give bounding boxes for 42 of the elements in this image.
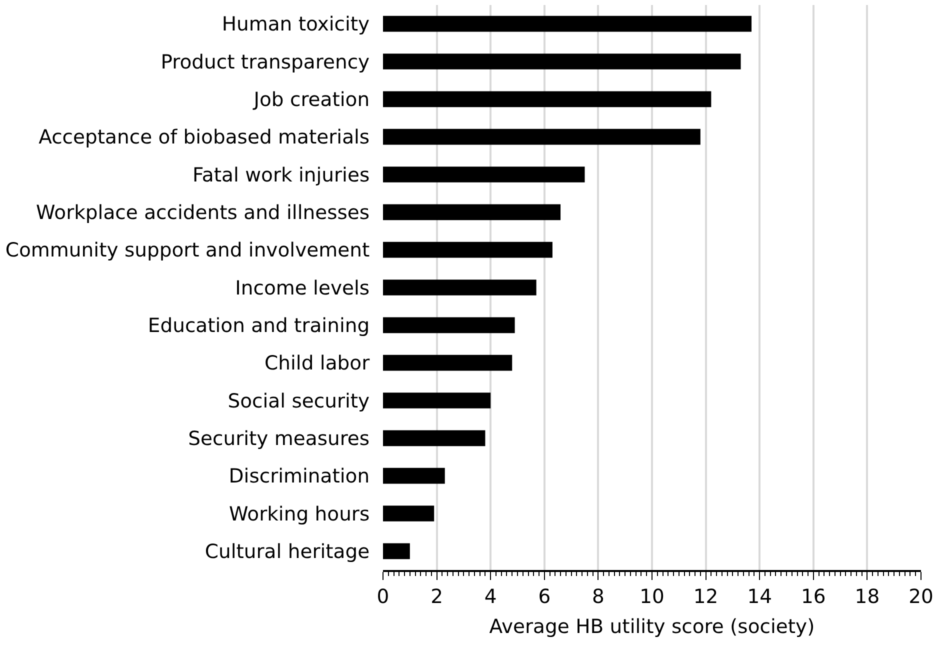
y-tick-label: Child labor xyxy=(264,352,382,375)
bar xyxy=(383,242,552,258)
y-tick-label: Discrimination xyxy=(228,464,382,488)
bar xyxy=(383,128,700,145)
bar xyxy=(383,91,712,108)
bar xyxy=(383,54,741,70)
y-tick-label: Cultural heritage xyxy=(204,540,382,563)
x-tick-label: 14 xyxy=(747,585,772,608)
x-tick-label: 8 xyxy=(592,585,604,608)
bar xyxy=(383,430,486,446)
y-tick-label: Working hours xyxy=(229,502,382,526)
bar xyxy=(383,392,491,408)
x-tick-label: 4 xyxy=(484,585,497,608)
x-tick-label: 16 xyxy=(800,585,826,608)
bar xyxy=(383,166,585,182)
y-tick-label: Human toxicity xyxy=(222,12,382,36)
y-tick-label: Job creation xyxy=(252,88,382,111)
x-tick-label: 0 xyxy=(376,585,390,608)
bar xyxy=(383,506,434,522)
x-tick-label: 2 xyxy=(430,585,444,608)
y-tick-label: Fatal work injuries xyxy=(192,163,382,186)
bar xyxy=(383,468,445,484)
x-tick-label: 18 xyxy=(854,585,880,608)
y-tick-label: Product transparency xyxy=(160,50,382,74)
y-tick-label: Social security xyxy=(228,389,382,412)
bar xyxy=(383,543,410,560)
bar xyxy=(383,16,752,32)
y-tick-label: Education and training xyxy=(148,314,382,337)
x-tick-label: 10 xyxy=(640,585,664,608)
x-tick-label: 12 xyxy=(693,585,718,608)
bar xyxy=(383,204,561,220)
y-tick-label: Community support and involvement xyxy=(5,238,382,262)
y-tick-label: Workplace accidents and illnesses xyxy=(36,200,382,224)
y-tick-label: Acceptance of biobased materials xyxy=(38,126,382,149)
y-tick-label: Income levels xyxy=(235,276,382,300)
x-axis-title: Average HB utility score (society) xyxy=(489,614,815,638)
bar xyxy=(383,354,512,371)
y-tick-label: Security measures xyxy=(188,426,382,450)
bar xyxy=(383,280,536,296)
x-tick-label: 6 xyxy=(538,585,551,608)
x-tick-label: 20 xyxy=(908,585,934,608)
bar xyxy=(383,317,515,334)
